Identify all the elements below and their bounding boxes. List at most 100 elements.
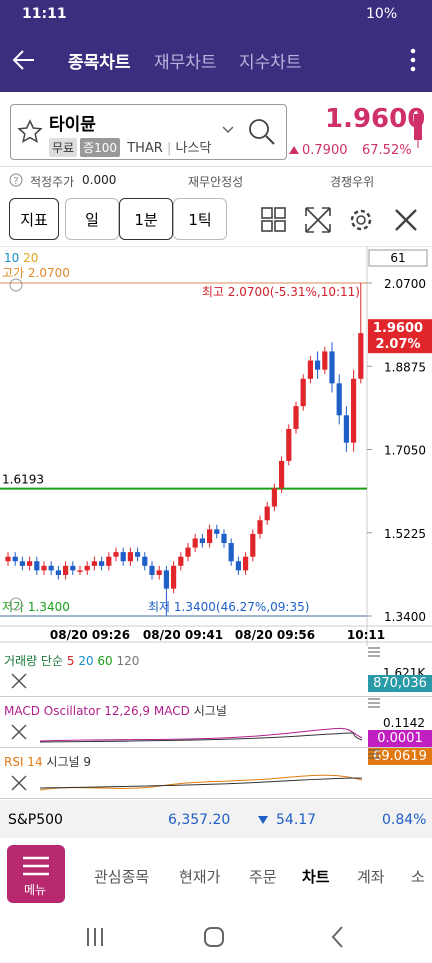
nav-item[interactable]: 현재가 (179, 868, 221, 886)
nav-item[interactable]: 관심종목 (94, 868, 150, 886)
x-tick-label: 10:11 (347, 628, 385, 642)
low-annotation: 최저 1.3400(46.27%,09:35) (148, 600, 309, 614)
candle-body (135, 552, 141, 557)
candle-body (358, 333, 364, 379)
candle-body (163, 570, 169, 589)
y-tick-label: 1.5225 (384, 527, 426, 541)
line-name: 시그널 9 (46, 755, 91, 769)
system-nav[interactable] (0, 912, 432, 962)
indicator-decor (11, 647, 380, 791)
indicators: 거래량 단순 5 20 60 120 1,621K 870,036 MACD O… (0, 646, 432, 799)
badge: 증100 (80, 138, 121, 157)
label: 1틱 (188, 210, 212, 229)
status-time: 11:11 (22, 6, 67, 22)
index-change: 54.17 (276, 812, 317, 828)
fair-price: 0.000 (82, 173, 117, 187)
high-label: 고가 2.0700 (2, 266, 70, 280)
candle-body (48, 565, 54, 571)
tool-button[interactable]: 1분 (119, 198, 173, 240)
candle-body (315, 360, 321, 370)
candle-body (286, 428, 292, 461)
candle-body (307, 360, 313, 379)
tool-icons[interactable] (258, 206, 428, 234)
tab[interactable]: 지수차트 (239, 53, 302, 73)
down-arrow (258, 816, 268, 824)
candle-body (300, 378, 306, 407)
x-tick-label: 08/20 09:26 (50, 628, 130, 642)
panel-title: MACD Oscillator 12,26,9 MACD 시그널 (4, 702, 227, 719)
candle-body (178, 556, 184, 566)
info-row: ? 적정주가 0.000 재무안정성 경쟁우위 (0, 166, 432, 193)
up-arrow (289, 146, 299, 154)
index-row: S&P500 6,357.20 54.17 0.84% (0, 800, 432, 838)
candle-body (171, 565, 177, 589)
nav-item[interactable]: 주문 (249, 868, 277, 886)
candle-body (221, 533, 227, 544)
more-icon[interactable] (408, 46, 418, 76)
ma-legend: 10 20 (4, 251, 38, 265)
period: 5 (66, 654, 75, 668)
svg-text:?: ? (13, 176, 18, 187)
label: 1분 (134, 210, 158, 229)
stock-meta: 무료 증100 THAR | 나스닥 (49, 137, 211, 157)
macd-panel: MACD Oscillator 12,26,9 MACD 시그널 0.1142 … (0, 697, 432, 748)
stock-box[interactable]: 타이뮨 무료 증100 THAR | 나스닥 (10, 104, 287, 160)
ticker: THAR (127, 141, 163, 156)
index-change-pct: 0.84% (382, 812, 427, 828)
y-tick-label: 1.8875 (384, 360, 426, 374)
tool-button[interactable]: 지표 (9, 198, 59, 240)
nav-item[interactable]: 계좌 (357, 868, 385, 886)
help-icon[interactable]: ? (9, 173, 23, 187)
panel-title: 거래량 단순 5 20 60 120 (4, 652, 139, 669)
candle-body (55, 570, 61, 575)
star-icon[interactable] (17, 119, 43, 145)
price-chart: 10 20 61 2.0700 1.8875 1.7050 1.5225 1.3400 0… (0, 246, 432, 646)
mini-candle (414, 108, 422, 148)
period-count: 61 (390, 251, 405, 265)
stability: 재무안정성 (188, 175, 244, 189)
competition: 경쟁우위 (330, 175, 375, 189)
candle-body (199, 538, 205, 544)
candle-body (99, 561, 105, 566)
back-icon[interactable] (10, 46, 38, 74)
panel-title: RSI 14 시그널 9 (4, 753, 91, 770)
search-icon[interactable] (247, 117, 277, 147)
candle-body (279, 460, 285, 489)
dropdown-icon[interactable] (221, 125, 235, 135)
nav-item[interactable]: 소 (411, 868, 425, 886)
x-tick-label: 08/20 09:41 (143, 628, 223, 642)
candle-body (120, 552, 126, 562)
candle-body (113, 552, 119, 557)
reference-label: 1.6193 (2, 473, 44, 487)
candle-body (329, 351, 335, 384)
candle-body (106, 556, 112, 566)
value: 0.0001 (377, 731, 423, 746)
period: 60 (97, 654, 113, 668)
menu-button[interactable]: 메뉴 (7, 845, 65, 903)
candle-body (12, 556, 18, 562)
rsi-panel: RSI 14 시그널 9 69.0619 (0, 748, 432, 799)
candle-body (250, 533, 256, 557)
candle-body (70, 565, 76, 571)
ma-10: 10 (4, 251, 19, 265)
tool-button[interactable]: 1틱 (173, 198, 227, 240)
candle-body (322, 351, 328, 370)
status-battery: 10% (366, 6, 398, 22)
fair-price-label: 적정주가 (30, 175, 75, 189)
candle-body (192, 538, 198, 548)
x-tick-label: 08/20 09:56 (235, 628, 315, 642)
title: 거래량 단순 (4, 654, 64, 668)
candle-body (207, 529, 213, 544)
candle-body (127, 552, 133, 562)
value: 69.0619 (373, 749, 427, 764)
candle-body (271, 488, 277, 507)
nav-item[interactable]: 차트 (302, 868, 330, 886)
candle-body (185, 547, 191, 557)
tab[interactable]: 종목차트 (68, 53, 131, 73)
tool-button[interactable]: 일 (65, 198, 119, 240)
index-name: S&P500 (8, 812, 63, 828)
price-tag-label: 1.9600 (373, 321, 423, 336)
tab[interactable]: 재무차트 (154, 53, 217, 73)
menu-label: 메뉴 (24, 883, 47, 897)
